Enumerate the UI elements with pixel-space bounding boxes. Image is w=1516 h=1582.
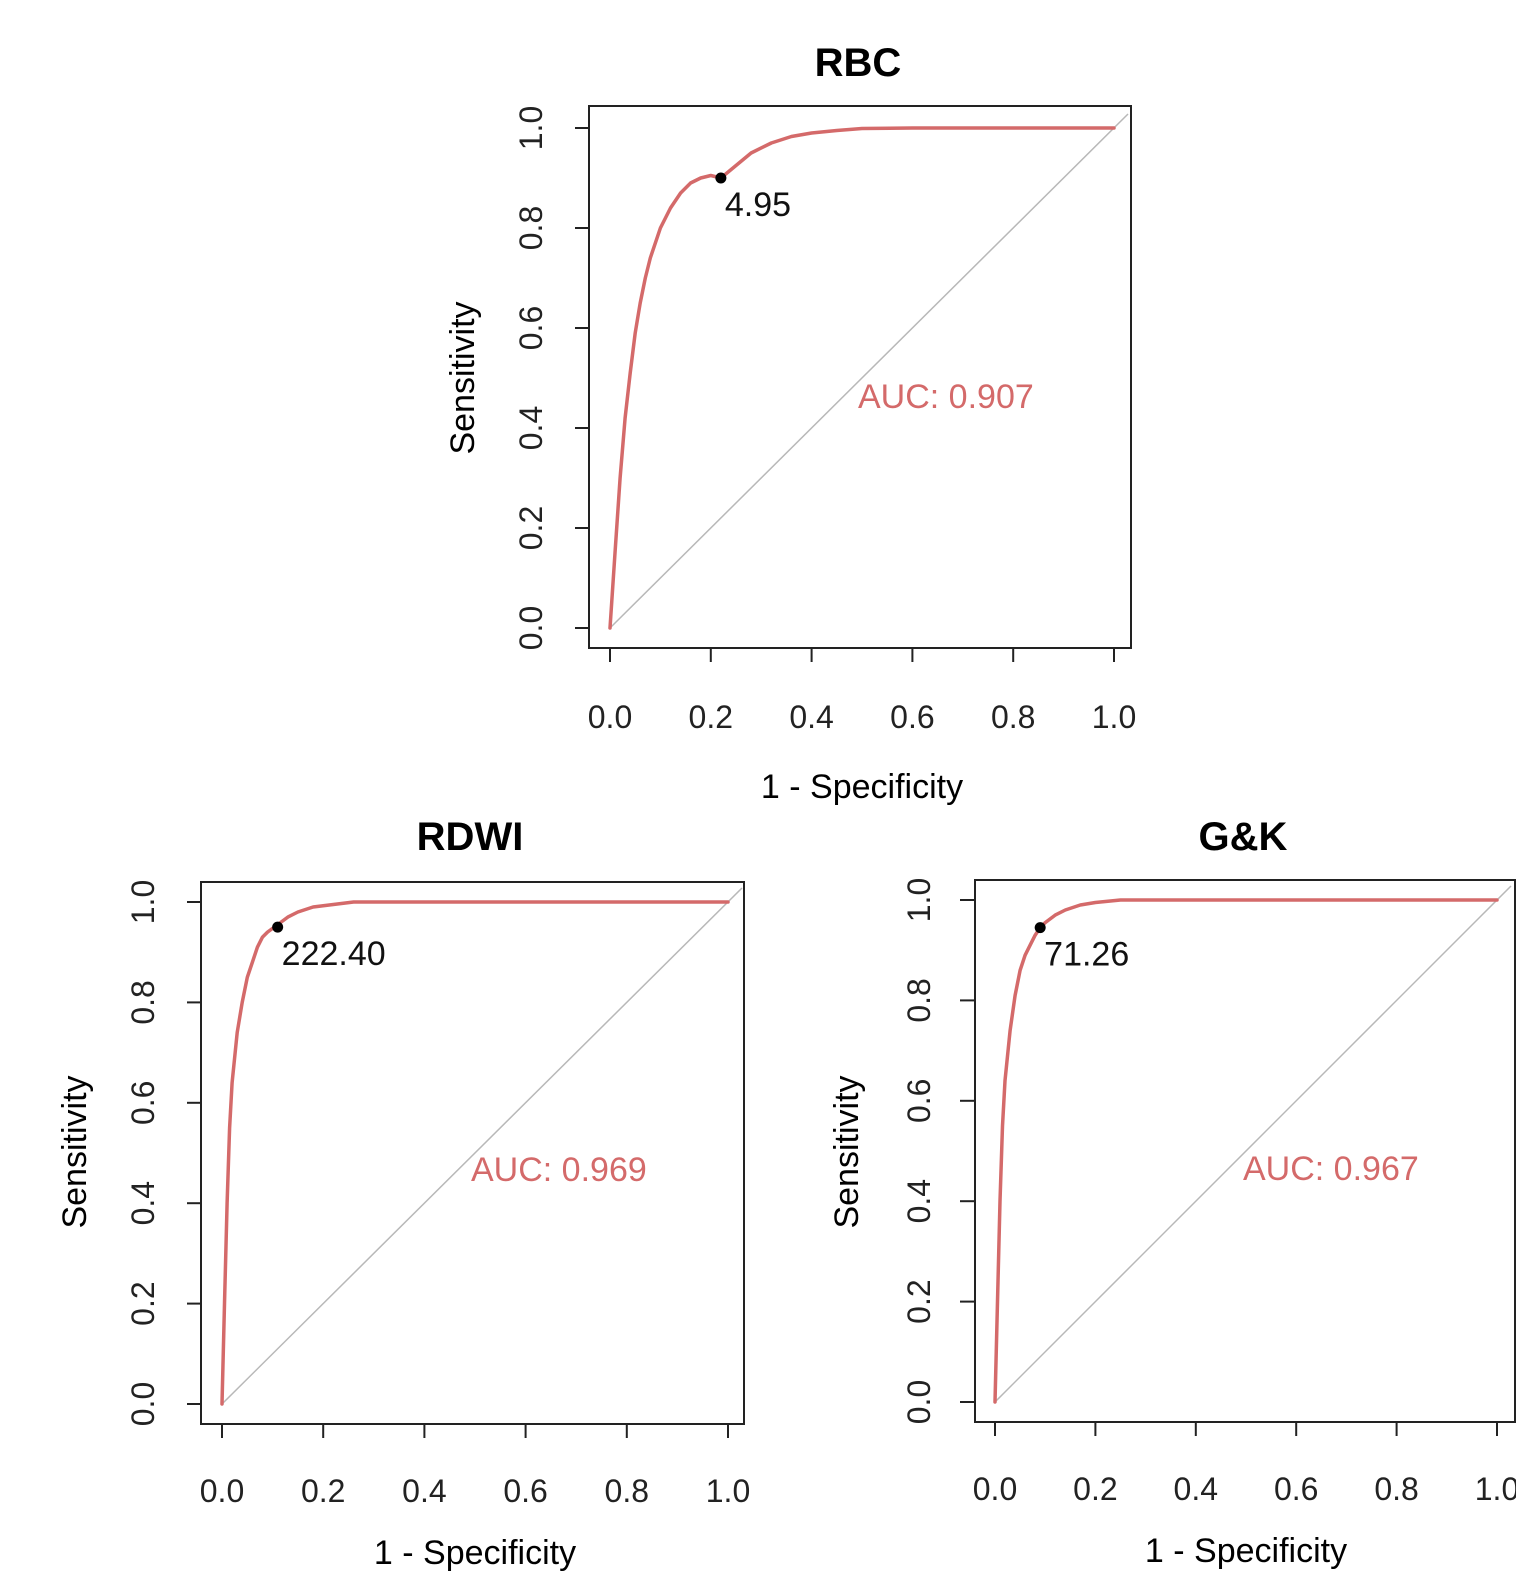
plot-frame <box>974 879 1516 1423</box>
roc-panel-gk: G&K 71.26 AUC: 0.967 1 - Specificity Sen… <box>828 815 1516 1570</box>
x-tick-label: 0.2 <box>1073 1471 1117 1507</box>
auc-label: AUC: 0.907 <box>858 378 1034 416</box>
x-tick-label: 0.4 <box>1174 1471 1218 1507</box>
reference-diagonal <box>994 885 1512 1403</box>
chart-title: G&K <box>1199 815 1288 859</box>
x-tick-label: 0.6 <box>503 1473 547 1509</box>
plot-frame <box>588 105 1132 649</box>
x-axis-ticks: 0.0 0.2 0.4 0.6 0.8 1.0 <box>973 1422 1516 1507</box>
y-tick-label: 1.0 <box>901 878 937 922</box>
reference-diagonal <box>221 887 743 1405</box>
y-tick-label: 0.0 <box>125 1382 161 1426</box>
x-tick-label: 0.0 <box>973 1471 1017 1507</box>
x-axis-label: 1 - Specificity <box>374 1534 576 1572</box>
x-tick-label: 0.8 <box>605 1473 649 1509</box>
x-tick-label: 0.2 <box>689 699 733 735</box>
x-tick-label: 0.2 <box>301 1473 345 1509</box>
y-tick-label: 0.2 <box>125 1281 161 1325</box>
x-axis-ticks: 0.0 0.2 0.4 0.6 0.8 1.0 <box>588 648 1136 735</box>
y-axis-label: Sensitivity <box>56 1075 94 1228</box>
x-tick-label: 0.0 <box>588 699 632 735</box>
x-tick-label: 0.6 <box>1274 1471 1318 1507</box>
y-tick-label: 0.4 <box>125 1181 161 1225</box>
x-tick-label: 0.8 <box>991 699 1035 735</box>
y-tick-label: 0.6 <box>513 306 549 350</box>
y-tick-label: 0.2 <box>513 506 549 550</box>
y-tick-label: 0.8 <box>901 978 937 1022</box>
x-axis-label: 1 - Specificity <box>1145 1532 1347 1570</box>
threshold-label: 222.40 <box>282 935 386 973</box>
threshold-point <box>272 921 284 933</box>
y-axis-ticks: 0.0 0.2 0.4 0.6 0.8 1.0 <box>901 878 974 1424</box>
roc-panel-rdwi: RDWI 222.40 AUC: 0.969 1 - Specificity S… <box>56 815 750 1572</box>
roc-panel-rbc: RBC 4.95 AUC: 0.907 1 - Specificity Sens… <box>444 41 1136 806</box>
y-tick-label: 1.0 <box>125 880 161 924</box>
y-tick-label: 0.4 <box>901 1179 937 1223</box>
chart-title: RDWI <box>417 815 524 859</box>
y-tick-label: 0.8 <box>125 980 161 1024</box>
chart-title: RBC <box>815 41 902 85</box>
threshold-point <box>715 172 727 184</box>
y-axis-label: Sensitivity <box>828 1075 866 1228</box>
x-tick-label: 0.8 <box>1374 1471 1418 1507</box>
plot-frame <box>200 881 745 1425</box>
roc-curve <box>993 898 1499 1404</box>
y-tick-label: 0.6 <box>901 1079 937 1123</box>
roc-curve <box>608 126 1116 630</box>
y-tick-label: 0.2 <box>901 1279 937 1323</box>
y-tick-label: 0.8 <box>513 206 549 250</box>
y-tick-label: 1.0 <box>513 106 549 150</box>
x-tick-label: 1.0 <box>706 1473 750 1509</box>
threshold-point <box>1034 922 1046 934</box>
y-axis-label: Sensitivity <box>444 301 482 454</box>
auc-label: AUC: 0.969 <box>471 1151 647 1189</box>
x-tick-label: 1.0 <box>1475 1471 1516 1507</box>
x-axis-label: 1 - Specificity <box>761 768 963 806</box>
x-axis-ticks: 0.0 0.2 0.4 0.6 0.8 1.0 <box>200 1424 750 1509</box>
y-axis-ticks: 0.0 0.2 0.4 0.6 0.8 1.0 <box>513 106 589 650</box>
threshold-label: 71.26 <box>1044 936 1129 974</box>
y-tick-label: 0.0 <box>901 1380 937 1424</box>
y-axis-ticks: 0.0 0.2 0.4 0.6 0.8 1.0 <box>125 880 201 1426</box>
x-tick-label: 0.4 <box>402 1473 446 1509</box>
y-tick-label: 0.0 <box>513 606 549 650</box>
y-tick-label: 0.6 <box>125 1081 161 1125</box>
reference-diagonal <box>609 113 1129 629</box>
auc-label: AUC: 0.967 <box>1243 1150 1419 1188</box>
y-tick-label: 0.4 <box>513 406 549 450</box>
x-tick-label: 1.0 <box>1092 699 1136 735</box>
threshold-label: 4.95 <box>725 186 791 224</box>
x-tick-label: 0.6 <box>890 699 934 735</box>
x-tick-label: 0.4 <box>789 699 833 735</box>
x-tick-label: 0.0 <box>200 1473 244 1509</box>
roc-curve <box>220 900 730 1406</box>
